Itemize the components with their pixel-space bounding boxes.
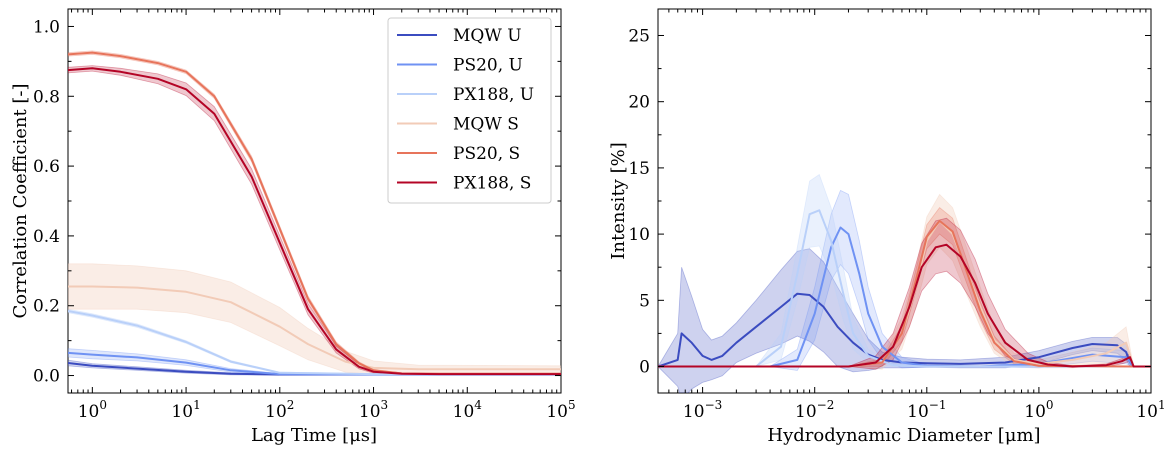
size-band-mqw-u	[658, 248, 1135, 393]
correlation-ylabel: Correlation Coefficient [-]	[10, 83, 31, 318]
y-tick-label: 15	[628, 159, 650, 179]
legend-label-mqw-u: MQW U	[453, 26, 522, 46]
x-tick-label: 100	[78, 398, 107, 422]
correlation-band-px188-u	[68, 308, 561, 376]
correlation-band-px188-s	[68, 65, 561, 376]
size-ylabel: Intensity [%]	[608, 142, 629, 259]
x-tick-label: 103	[359, 398, 388, 422]
legend-label-ps20-u: PS20, U	[453, 56, 523, 76]
size-distribution-panel: Hydrodynamic Diameter [μm] Intensity [%]…	[608, 8, 1166, 446]
correlation-band-ps20-u	[68, 348, 561, 376]
size-line-mqw-u	[658, 292, 1135, 368]
y-tick-label: 0.4	[33, 227, 60, 247]
correlation-xlabel: Lag Time [μs]	[251, 425, 377, 446]
correlation-panel: Lag Time [μs] Correlation Coefficient [-…	[10, 8, 576, 446]
legend-label-mqw-s: MQW S	[453, 115, 519, 135]
correlation-line-px188-u	[68, 310, 561, 376]
x-tick-label: 100	[1024, 398, 1053, 422]
y-tick-label: 5	[639, 291, 650, 311]
correlation-band-mqw-s	[68, 263, 561, 376]
x-tick-label: 104	[453, 398, 483, 422]
y-tick-label: 25	[628, 26, 650, 46]
size-line-px188-u	[658, 209, 1134, 368]
y-tick-label: 0.0	[33, 367, 60, 387]
size-line-px188-s	[658, 243, 1151, 368]
x-tick-label: 10−2	[795, 398, 834, 422]
y-tick-label: 10	[628, 225, 650, 245]
legend: MQW U PS20, U PX188, U MQW S PS20, S PX188, S	[387, 17, 552, 204]
y-tick-label: 0.2	[33, 297, 60, 317]
x-tick-label: 101	[171, 398, 200, 422]
legend-label-px188-u: PX188, U	[453, 85, 534, 105]
y-tick-label: 1.0	[33, 17, 60, 37]
size-band-px188-u	[658, 173, 1134, 367]
y-tick-label: 0.8	[33, 87, 60, 107]
correlation-line-px188-s	[68, 67, 561, 376]
size-xlabel: Hydrodynamic Diameter [μm]	[767, 425, 1040, 446]
y-tick-label: 0	[639, 358, 650, 378]
y-tick-label: 0.6	[33, 157, 60, 177]
x-tick-label: 10−3	[683, 398, 722, 422]
y-tick-label: 20	[628, 93, 650, 113]
legend-label-ps20-s: PS20, S	[453, 144, 520, 164]
x-tick-label: 105	[546, 398, 575, 422]
x-tick-label: 101	[1136, 398, 1165, 422]
correlation-line-mqw-s	[68, 285, 561, 371]
x-tick-label: 102	[265, 398, 294, 422]
legend-label-px188-s: PX188, S	[453, 174, 531, 194]
x-tick-label: 10−1	[907, 398, 946, 422]
size-line-ps20-s	[658, 219, 1134, 368]
